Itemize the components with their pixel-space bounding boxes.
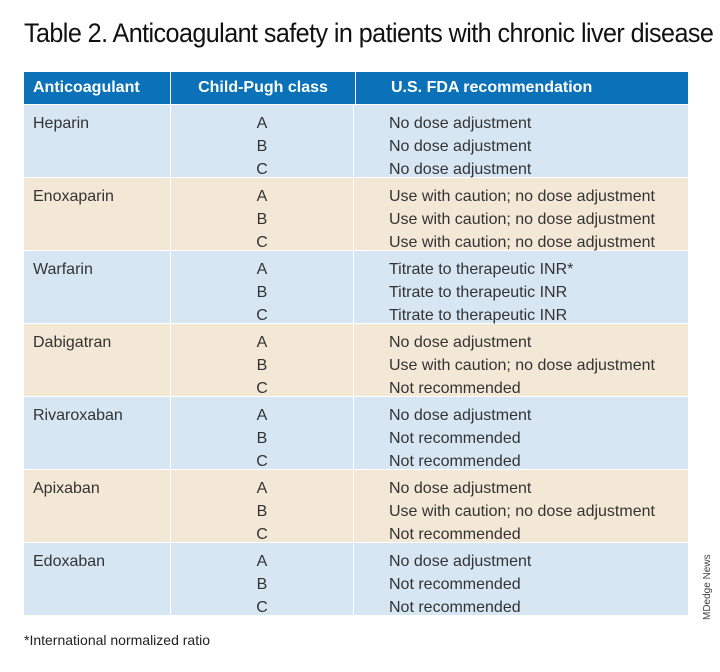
fda-recommendation: No dose adjustment <box>389 138 532 155</box>
table-body: Heparin A B C No dose adjustment No dose adju… <box>24 104 688 616</box>
child-pugh-class: B <box>256 211 268 228</box>
fda-recommendation: Titrate to therapeutic INR <box>389 307 568 324</box>
fda-recommendation: Titrate to therapeutic INR <box>389 284 568 301</box>
fda-recommendations: No dose adjustment No dose adjustment No d… <box>354 105 688 178</box>
fda-recommendation: Use with caution; no dose adjustment <box>389 503 655 520</box>
child-pugh-class: C <box>256 453 268 470</box>
anticoagulant-name: Rivaroxaban <box>33 407 123 424</box>
fda-recommendation: Not recommended <box>389 430 521 447</box>
header-fda-recommendation: U.S. FDA recommendation <box>391 79 593 96</box>
child-pugh-class: C <box>256 234 268 251</box>
child-pugh-class: A <box>256 115 268 132</box>
fda-recommendation: No dose adjustment <box>389 161 532 178</box>
fda-recommendation: Use with caution; no dose adjustment <box>389 234 655 251</box>
fda-recommendation: Use with caution; no dose adjustment <box>389 357 655 374</box>
fda-recommendation: No dose adjustment <box>389 115 532 132</box>
child-pugh-class: A <box>256 261 268 278</box>
footnote: *International normalized ratio <box>24 632 210 648</box>
child-pugh-class: B <box>256 138 268 155</box>
fda-recommendation: No dose adjustment <box>389 334 532 351</box>
table-row: Edoxaban A B C No dose adjustment Not recomme… <box>24 542 688 616</box>
child-pugh-class: A <box>256 188 268 205</box>
fda-recommendations: Use with caution; no dose adjustment Use … <box>354 178 688 251</box>
fda-recommendations: Titrate to therapeutic INR* Titrate to th… <box>354 251 688 324</box>
credit-mdedge-news: MDedge News <box>702 554 713 620</box>
child-pugh-class: B <box>256 576 268 593</box>
fda-recommendations: No dose adjustment Use with caution; no d… <box>354 324 688 397</box>
anticoagulant-name: Edoxaban <box>33 553 106 570</box>
anticoagulant-name: Enoxaparin <box>33 188 114 205</box>
anticoagulant-name: Warfarin <box>33 261 93 278</box>
child-pugh-class: A <box>256 480 268 497</box>
child-pugh-class: C <box>256 526 268 543</box>
fda-recommendations: No dose adjustment Not recommended Not rec… <box>354 397 688 470</box>
child-pugh-class: B <box>256 284 268 301</box>
table-row: Apixaban A B C No dose adjustment Use with ca… <box>24 469 688 543</box>
child-pugh-class: A <box>256 334 268 351</box>
fda-recommendation: Use with caution; no dose adjustment <box>389 188 655 205</box>
table-row: Dabigatran A B C No dose adjustment Use with … <box>24 323 688 397</box>
fda-recommendation: Not recommended <box>389 599 521 616</box>
child-pugh-class: C <box>256 161 268 178</box>
fda-recommendations: No dose adjustment Use with caution; no d… <box>354 470 688 543</box>
fda-recommendation: No dose adjustment <box>389 407 532 424</box>
fda-recommendations: No dose adjustment Not recommended Not rec… <box>354 543 688 616</box>
child-pugh-class: A <box>256 553 268 570</box>
table-row: Heparin A B C No dose adjustment No dose adju… <box>24 104 688 178</box>
header-child-pugh-class: Child-Pugh class <box>170 72 356 104</box>
table-row: Rivaroxaban A B C No dose adjustment Not reco… <box>24 396 688 470</box>
fda-recommendation: Not recommended <box>389 380 521 397</box>
fda-recommendation: Not recommended <box>389 576 521 593</box>
fda-recommendation: No dose adjustment <box>389 480 532 497</box>
fda-recommendation: Use with caution; no dose adjustment <box>389 211 655 228</box>
table-title: Table 2. Anticoagulant safety in patient… <box>24 18 714 48</box>
fda-recommendation: Not recommended <box>389 526 521 543</box>
child-pugh-class: C <box>256 599 268 616</box>
table-row: Enoxaparin A B C Use with caution; no dose a… <box>24 177 688 251</box>
child-pugh-class: B <box>256 503 268 520</box>
anticoagulant-name: Dabigatran <box>33 334 112 351</box>
child-pugh-class: A <box>256 407 268 424</box>
header-anticoagulant: Anticoagulant <box>33 79 140 96</box>
anticoagulant-name: Apixaban <box>33 480 100 497</box>
anticoagulant-table: Anticoagulant Child-Pugh class U.S. FDA … <box>24 72 688 616</box>
child-pugh-class: B <box>256 430 268 447</box>
table-header-row: Anticoagulant Child-Pugh class U.S. FDA … <box>24 72 688 104</box>
child-pugh-class: C <box>256 307 268 324</box>
child-pugh-class: B <box>256 357 268 374</box>
fda-recommendation: Not recommended <box>389 453 521 470</box>
fda-recommendation: No dose adjustment <box>389 553 532 570</box>
table-row: Warfarin A B C Titrate to therapeutic INR* Ti… <box>24 250 688 324</box>
child-pugh-class: C <box>256 380 268 397</box>
anticoagulant-name: Heparin <box>33 115 90 132</box>
fda-recommendation: Titrate to therapeutic INR* <box>389 261 574 278</box>
